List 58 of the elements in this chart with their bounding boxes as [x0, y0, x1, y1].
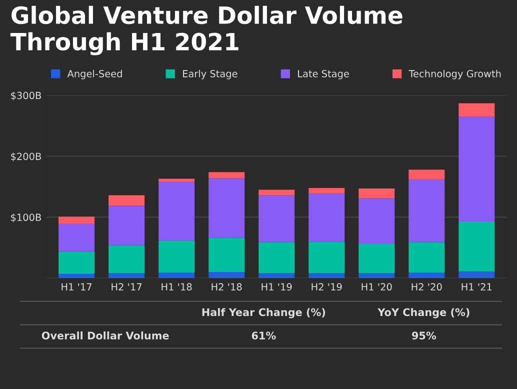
bar	[458, 116, 495, 222]
x-tick-label: H1 '17	[62, 283, 92, 290]
bar	[158, 182, 195, 240]
text: Overall Dollar Volume	[42, 331, 169, 340]
y-tick-label: $200B	[11, 152, 41, 162]
bar	[258, 242, 295, 274]
x-tick-label: H2 '20	[412, 283, 442, 291]
bar	[308, 273, 345, 278]
bar	[158, 240, 195, 273]
bar	[58, 274, 95, 278]
x-tick-label: H1 '19	[262, 283, 292, 291]
bar	[58, 216, 95, 224]
legend-label: Early Stage	[183, 70, 238, 80]
bar	[58, 251, 95, 274]
bar	[408, 242, 445, 273]
bar	[258, 273, 295, 278]
legend-label: Late Stage	[298, 70, 349, 80]
bar	[108, 195, 145, 206]
bar	[408, 272, 445, 278]
bar	[158, 178, 195, 182]
bar	[358, 244, 395, 274]
chart-title: Global Venture Dollar Volume Through H1 2021	[10, 6, 402, 56]
bar	[408, 179, 445, 242]
bar	[458, 221, 495, 272]
bar	[358, 188, 395, 198]
bar	[108, 206, 145, 246]
bar	[158, 272, 195, 278]
x-tick-label: H2 '17	[112, 283, 142, 290]
bar	[308, 242, 345, 274]
bar	[408, 170, 445, 180]
bar	[358, 273, 395, 278]
x-tick-label: H1 '21	[462, 283, 492, 290]
bar	[108, 273, 145, 278]
bar	[308, 188, 345, 194]
bar	[58, 224, 95, 252]
bar	[458, 103, 495, 117]
legend-label: Technology Growth	[408, 70, 501, 80]
bar	[208, 172, 245, 178]
text: YoY Change (%)	[378, 308, 470, 318]
text: 95%	[412, 332, 436, 340]
y-tick-label: $300B	[11, 92, 41, 100]
bar	[208, 178, 245, 238]
bar	[208, 272, 245, 278]
x-tick-label: H1 '20	[362, 283, 392, 291]
bar	[258, 190, 295, 196]
bar	[308, 193, 345, 242]
bar	[258, 195, 295, 242]
x-tick-label: H1 '18	[162, 283, 192, 291]
bar	[208, 238, 245, 272]
text: Half Year Change (%)	[202, 308, 326, 318]
x-tick-label: H2 '18	[212, 283, 242, 291]
bar	[108, 245, 145, 274]
legend-label: Angel-Seed	[67, 70, 122, 80]
text: 61%	[252, 332, 276, 340]
bar	[458, 271, 495, 278]
y-tick-label: $100B	[11, 214, 41, 222]
bar	[358, 198, 395, 244]
x-tick-label: H2 '19	[312, 283, 342, 291]
